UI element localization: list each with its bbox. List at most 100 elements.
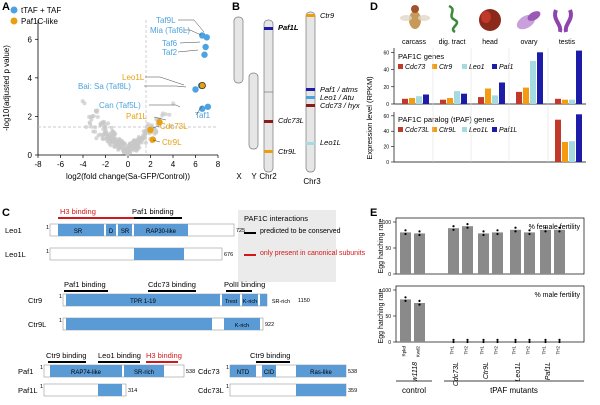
x-tick-label: 6 bbox=[193, 160, 198, 169]
domain-leo1-rap30 bbox=[134, 224, 188, 236]
domain-ctr9-srrich bbox=[260, 294, 267, 306]
fertility-gene-label: w1118 bbox=[412, 362, 419, 382]
legend-taf-dot bbox=[10, 6, 18, 14]
fertility-bar bbox=[462, 226, 473, 274]
domain-cdc73-ntd bbox=[230, 365, 256, 377]
background-point bbox=[160, 111, 165, 116]
fertility-replicate-dot bbox=[452, 340, 455, 344]
label-taf2: Taf2 bbox=[162, 48, 178, 57]
legend-swatch-leo1 bbox=[462, 64, 467, 69]
expression-bar-ctr9 bbox=[562, 99, 568, 104]
fertility-replicate-dot bbox=[452, 338, 455, 341]
protein-end-ctr9l: 922 bbox=[265, 322, 274, 328]
chromosome-3 bbox=[305, 11, 316, 173]
legend-label-leo1l: Leo1L bbox=[469, 127, 489, 134]
d-y-tick-label: 60 bbox=[383, 114, 389, 120]
fertility-replicate-dot bbox=[544, 338, 547, 341]
chromosome-y bbox=[248, 72, 259, 150]
protein-start-leo1: 1 bbox=[46, 225, 49, 231]
fertility-replicate-dot bbox=[482, 338, 485, 341]
control-group-label: control bbox=[402, 386, 426, 395]
fertility-replicate-dot bbox=[496, 340, 499, 344]
tissue-icons bbox=[400, 4, 573, 34]
panel-d-label: D bbox=[370, 1, 378, 13]
fertility-bar bbox=[414, 233, 425, 274]
domain-label-cdc73-ntd: NTD bbox=[237, 370, 250, 376]
top-expression-bars bbox=[402, 50, 582, 104]
fly-carcass-icon bbox=[400, 5, 430, 29]
binding-cdc73-ctr9: Cdc73 binding bbox=[148, 280, 196, 289]
protein-name-ctr9l: Ctr9L bbox=[28, 320, 46, 329]
background-point bbox=[121, 141, 126, 146]
x-tick-label: -8 bbox=[34, 160, 42, 169]
legend-label-leo1: Leo1 bbox=[469, 64, 485, 71]
legend-canonical-label: only present in canonical subunits bbox=[260, 250, 366, 257]
leader-cdc73l bbox=[152, 125, 160, 129]
protein-name-paf1: Paf1 bbox=[18, 367, 33, 376]
gene-band-ctr9 bbox=[306, 14, 315, 17]
ovary-icon bbox=[516, 11, 541, 30]
domain-label-cdc73-ras: Ras-like bbox=[310, 370, 332, 376]
expression-bar-paf1 bbox=[576, 50, 582, 104]
fertility-replicate-dot bbox=[404, 299, 407, 302]
protein-name-paf1l: Paf1L bbox=[18, 386, 38, 395]
expression-bar-paf1l bbox=[576, 114, 582, 162]
gene-band-ctr9l bbox=[264, 150, 273, 153]
fertility-gene-label: Ctr9L bbox=[483, 362, 490, 379]
protein-name-cdc73: Cdc73 bbox=[198, 367, 220, 376]
male-ylabel: Egg hatching rate bbox=[378, 288, 385, 343]
protein-end-leo1l: 676 bbox=[224, 252, 233, 258]
protein-end-cdc73l: 359 bbox=[348, 388, 357, 394]
fertility-gene-label: Paf1L bbox=[545, 362, 552, 380]
background-point bbox=[127, 143, 132, 148]
domain-label-ctr9-srrich: SR-rich bbox=[272, 299, 290, 305]
panel-d: D carcass dig. bbox=[365, 1, 586, 166]
label-cdc73l: Cdc73L bbox=[160, 122, 188, 131]
fertility-replicate-dot bbox=[514, 338, 517, 341]
fertility-sublabel: TH2 bbox=[464, 346, 469, 355]
fertility-gene-label: Cdc73L bbox=[453, 362, 460, 386]
leader-taf6 bbox=[179, 41, 201, 44]
gene-band-leo1 bbox=[306, 96, 315, 99]
male-fertility-bars bbox=[400, 296, 561, 344]
chr2-gene-paf1l: Paf1L bbox=[278, 23, 299, 32]
expression-bar-ctr9 bbox=[485, 88, 491, 104]
fertility-replicate-dot bbox=[528, 232, 531, 236]
legend-swatch-cdc73l bbox=[398, 127, 403, 132]
domain-cdc73l-ras bbox=[296, 384, 346, 396]
paf1c-point bbox=[198, 81, 206, 90]
legend-label-paf1l: Paf1L bbox=[499, 127, 517, 134]
taf-point bbox=[201, 51, 208, 58]
fertility-replicate-dot bbox=[544, 340, 547, 344]
label-taf6: Taf6 bbox=[162, 39, 178, 48]
expression-bar-cdc73 bbox=[555, 98, 561, 104]
tissue-label-testis: testis bbox=[559, 39, 576, 46]
e-y-tick-label: 100 bbox=[383, 288, 392, 294]
background-point bbox=[114, 140, 118, 145]
protein-end-paf1: 538 bbox=[186, 369, 195, 375]
e-y-tick-label: 50 bbox=[385, 246, 391, 252]
leader-taf1 bbox=[195, 105, 203, 116]
panel-c: C PAF1C interactions predicted to be con… bbox=[2, 207, 366, 397]
x-tick-label: -4 bbox=[79, 160, 87, 169]
background-point bbox=[89, 117, 94, 122]
legend-paf1c-dot bbox=[10, 17, 18, 25]
protein-name-cdc73l: Cdc73L bbox=[198, 386, 224, 395]
bottom-chart-ticks: 0 20 40 60 bbox=[383, 114, 394, 166]
background-point bbox=[145, 124, 150, 129]
x-tick-label: 8 bbox=[216, 160, 221, 169]
fertility-replicate-dot bbox=[466, 338, 469, 341]
background-point bbox=[108, 131, 113, 136]
binding-paf1-leo1: Paf1 binding bbox=[132, 207, 174, 216]
legend-taf-label: tTAF + TAF bbox=[21, 6, 61, 15]
tissue-label-head: head bbox=[482, 39, 498, 46]
fertility-sublabel: Kwd2 bbox=[416, 346, 421, 358]
volcano-xlabel: log2(fold change(Sa-GFP/Control)) bbox=[66, 172, 190, 181]
background-point bbox=[121, 147, 126, 152]
domain-label-ctr9l-krich: K-rich bbox=[235, 323, 249, 329]
e-y-tick-label: 0 bbox=[388, 340, 391, 346]
expression-bar-leo1 bbox=[569, 99, 575, 104]
background-point bbox=[109, 136, 114, 141]
expression-bar-cdc73 bbox=[478, 97, 484, 104]
background-point bbox=[116, 143, 121, 148]
